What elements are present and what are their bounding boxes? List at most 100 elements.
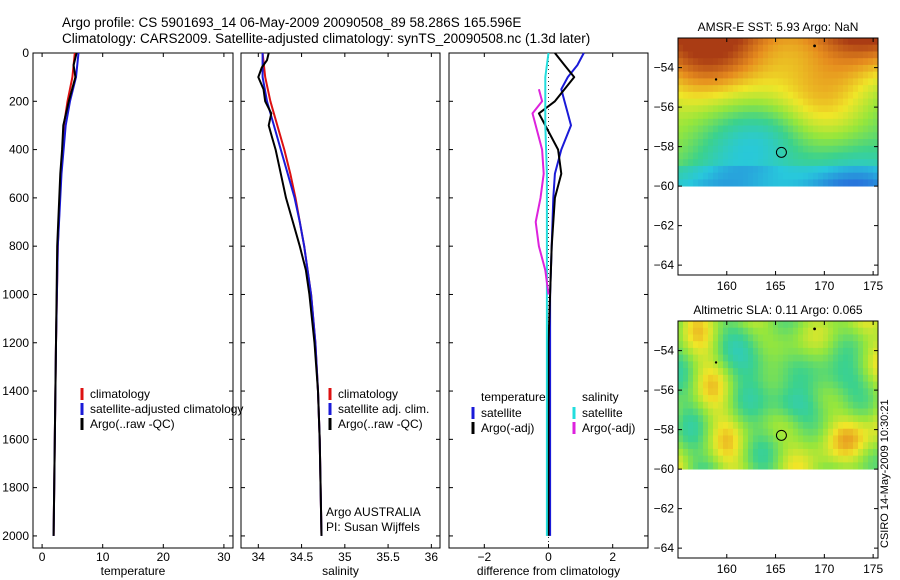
map-cell — [818, 91, 824, 99]
map-cell — [693, 374, 699, 382]
map-cell — [753, 71, 759, 79]
map-cell — [843, 138, 849, 147]
map-cell — [728, 179, 734, 187]
map-cell — [863, 112, 869, 120]
map-cell — [798, 38, 804, 46]
map-cell — [728, 327, 734, 335]
map-cell — [693, 179, 699, 187]
map-cell — [798, 448, 804, 457]
map-cell — [678, 145, 684, 153]
map-cell — [723, 145, 729, 153]
map-cell — [773, 44, 779, 52]
map-cell — [848, 401, 854, 409]
y-tick-label: 400 — [9, 143, 29, 157]
map-cell — [798, 152, 804, 160]
map-cell — [758, 462, 764, 470]
map-cell — [863, 38, 869, 46]
map-cell — [763, 361, 769, 369]
map-cell — [713, 159, 719, 167]
map-cell — [768, 78, 774, 86]
map-cell — [863, 334, 869, 342]
map-cell — [763, 152, 769, 160]
map-cell — [693, 327, 699, 335]
map-cell — [793, 428, 799, 436]
map-cell — [683, 179, 689, 187]
map-cell — [718, 98, 724, 106]
map-cell — [813, 138, 819, 147]
map-cell — [778, 341, 784, 349]
map-cell — [728, 125, 734, 133]
map-cell — [743, 78, 749, 86]
map-cell — [748, 421, 754, 430]
map-cell — [688, 388, 694, 396]
map-cell — [763, 105, 769, 113]
map-cell — [783, 361, 789, 369]
map-cell — [868, 442, 874, 450]
map-cell — [713, 112, 719, 120]
map-cell — [678, 321, 684, 329]
map-cell — [838, 138, 844, 147]
map-cell — [873, 44, 879, 52]
map-cell — [778, 78, 784, 86]
map-cell — [843, 368, 849, 376]
map-cell — [723, 78, 729, 86]
map-cell — [783, 381, 789, 389]
map-cell — [848, 44, 854, 52]
map-cell — [788, 58, 794, 66]
map-cell — [698, 415, 704, 423]
map-cell — [783, 118, 789, 126]
map-cell — [773, 159, 779, 167]
legend-label: satellite — [582, 406, 623, 420]
map-cell — [708, 71, 714, 79]
map-cell — [823, 112, 829, 120]
map-cell — [738, 145, 744, 153]
map-cell — [723, 341, 729, 349]
map-cell — [858, 112, 864, 120]
map-cell — [688, 381, 694, 389]
map-cell — [808, 448, 814, 457]
map-cell — [843, 125, 849, 133]
y-tick-label: 800 — [9, 239, 29, 253]
map-cell — [808, 172, 814, 180]
map-cell — [778, 172, 784, 180]
map-cell — [713, 395, 719, 403]
map-cell — [813, 58, 819, 66]
map-cell — [848, 347, 854, 356]
map-cell — [768, 165, 774, 174]
map-cell — [803, 408, 809, 416]
map-cell — [768, 435, 774, 443]
x-tick-label: 2 — [609, 550, 616, 564]
map-cell — [713, 341, 719, 349]
map-cell — [708, 401, 714, 409]
map-cell — [748, 395, 754, 403]
map-cell — [693, 341, 699, 349]
map-cell — [853, 341, 859, 349]
map-cell — [858, 408, 864, 416]
map-cell — [718, 132, 724, 140]
map-cell — [758, 165, 764, 174]
map-cell — [868, 71, 874, 79]
map-cell — [843, 172, 849, 180]
map-cell — [713, 145, 719, 153]
map-cell — [758, 388, 764, 396]
map-cell — [683, 71, 689, 79]
map-cell — [798, 172, 804, 180]
map-cell — [873, 105, 879, 113]
map-cell — [728, 401, 734, 409]
map-cell — [713, 327, 719, 335]
map-cell — [793, 64, 799, 73]
map-cell — [843, 435, 849, 443]
map-cell — [873, 58, 879, 66]
map-cell — [693, 44, 699, 52]
map-cell — [788, 462, 794, 470]
map-cell — [858, 442, 864, 450]
map-cell — [853, 152, 859, 160]
map-cell — [738, 105, 744, 113]
map-cell — [773, 132, 779, 140]
map-cell — [853, 368, 859, 376]
map-cell — [813, 408, 819, 416]
map-cell — [763, 368, 769, 376]
map-cell — [783, 179, 789, 187]
map-cell — [728, 159, 734, 167]
map-cell — [683, 442, 689, 450]
